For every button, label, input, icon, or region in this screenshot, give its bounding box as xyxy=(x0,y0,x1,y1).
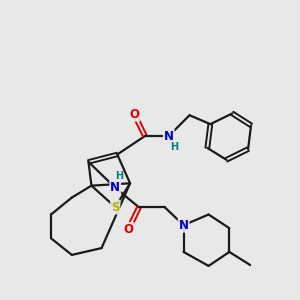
Text: O: O xyxy=(123,223,133,236)
Text: H: H xyxy=(116,172,124,182)
Text: H: H xyxy=(170,142,178,152)
Text: N: N xyxy=(164,130,174,142)
Text: N: N xyxy=(178,219,189,232)
Text: O: O xyxy=(129,108,139,121)
Text: N: N xyxy=(110,181,120,194)
Text: S: S xyxy=(111,201,119,214)
